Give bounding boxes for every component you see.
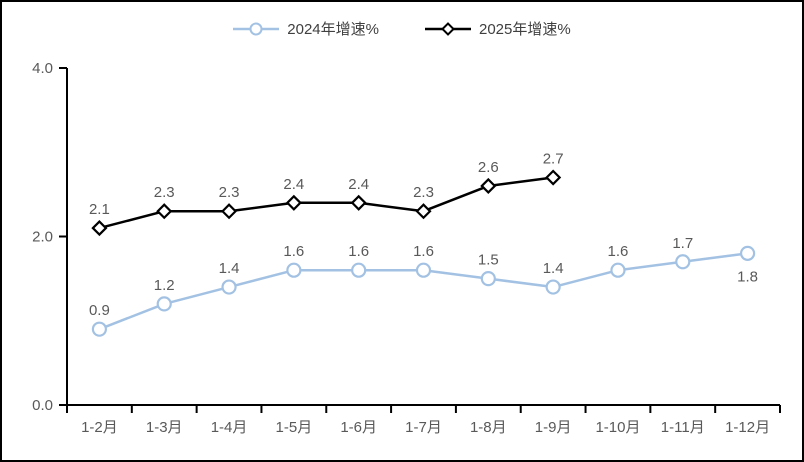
chart-legend: 2024年增速% 2025年增速%: [2, 18, 802, 39]
data-point-circle-marker: [545, 279, 561, 295]
y-axis-tick-label: 2.0: [32, 229, 53, 246]
data-point-label: 2.3: [413, 184, 434, 201]
data-point-circle-marker: [610, 262, 626, 278]
x-axis-category-label: 1-2月: [81, 419, 118, 436]
data-point-label: 1.6: [608, 243, 629, 260]
data-point-diamond-marker: [156, 203, 173, 220]
data-point-circle-marker: [351, 262, 367, 278]
data-point-diamond-marker: [91, 220, 108, 237]
y-axis-tick-label: 4.0: [32, 60, 53, 77]
legend-label-2024: 2024年增速%: [287, 21, 379, 38]
x-axis-category-label: 1-5月: [276, 419, 313, 436]
data-point-circle-marker: [91, 321, 108, 337]
data-point-label: 2.4: [283, 176, 304, 193]
data-point-diamond-marker: [350, 194, 367, 211]
x-axis-category-label: 1-11月: [661, 419, 705, 436]
data-point-diamond-marker: [545, 169, 562, 186]
x-axis-category-label: 1-8月: [470, 419, 507, 436]
data-point-label: 1.8: [737, 268, 758, 285]
data-point-label: 2.7: [543, 151, 564, 168]
data-point-circle-marker: [249, 22, 263, 35]
data-point-diamond-marker: [285, 194, 302, 211]
data-point-label: 2.1: [89, 201, 110, 218]
data-point-label: 1.6: [348, 243, 369, 260]
data-point-diamond-marker: [415, 203, 432, 220]
data-point-label: 1.5: [478, 252, 499, 269]
data-point-label: 1.2: [154, 277, 175, 294]
x-axis-category-label: 1-4月: [211, 419, 248, 436]
x-axis-category-label: 1-12月: [725, 419, 770, 436]
data-point-circle-marker: [156, 296, 172, 312]
legend-label-2025: 2025年增速%: [479, 21, 571, 38]
legend-line-diamond-icon: [425, 21, 471, 36]
x-axis-category-label: 1-7月: [405, 419, 442, 436]
data-point-diamond-marker: [441, 21, 455, 36]
x-axis-category-label: 1-6月: [340, 419, 377, 436]
data-point-label: 1.4: [219, 260, 240, 277]
legend-item-2025[interactable]: 2025年增速%: [425, 18, 571, 39]
data-point-label: 1.4: [543, 260, 564, 277]
data-point-label: 2.3: [219, 184, 240, 201]
data-point-circle-marker: [739, 245, 756, 261]
x-axis-category-label: 1-10月: [595, 419, 640, 436]
series-2024年增速%: 0.9 1.2 1.4 1.6 1.6 1.6 1.5 1.4 1.6 1.7 1.8: [89, 235, 758, 337]
data-point-circle-marker: [286, 262, 302, 278]
data-point-diamond-marker: [220, 203, 238, 220]
legend-item-2024[interactable]: 2024年增速%: [233, 18, 379, 39]
data-point-label: 1.6: [413, 243, 434, 260]
data-point-label: 1.7: [672, 235, 693, 252]
data-point-circle-marker: [480, 271, 496, 287]
data-point-circle-marker: [221, 279, 237, 295]
series-line: [99, 176, 554, 230]
data-point-label: 1.6: [283, 243, 304, 260]
x-axis-category-label: 1-3月: [146, 419, 183, 436]
data-point-label: 2.4: [348, 176, 369, 193]
data-point-label: 0.9: [89, 302, 110, 319]
data-point-circle-marker: [675, 254, 691, 270]
data-point-circle-marker: [415, 262, 432, 278]
legend-line-circle-icon: [233, 22, 280, 35]
y-axis-tick-label: 0.0: [32, 397, 53, 414]
data-point-label: 2.3: [154, 184, 175, 201]
x-axis-category-label: 1-9月: [535, 419, 572, 436]
data-point-diamond-marker: [480, 177, 497, 195]
series-2025年增速%: 2.1 2.3 2.3 2.4 2.4 2.3 2.6 2.7: [89, 151, 564, 237]
data-point-label: 2.6: [478, 159, 499, 176]
